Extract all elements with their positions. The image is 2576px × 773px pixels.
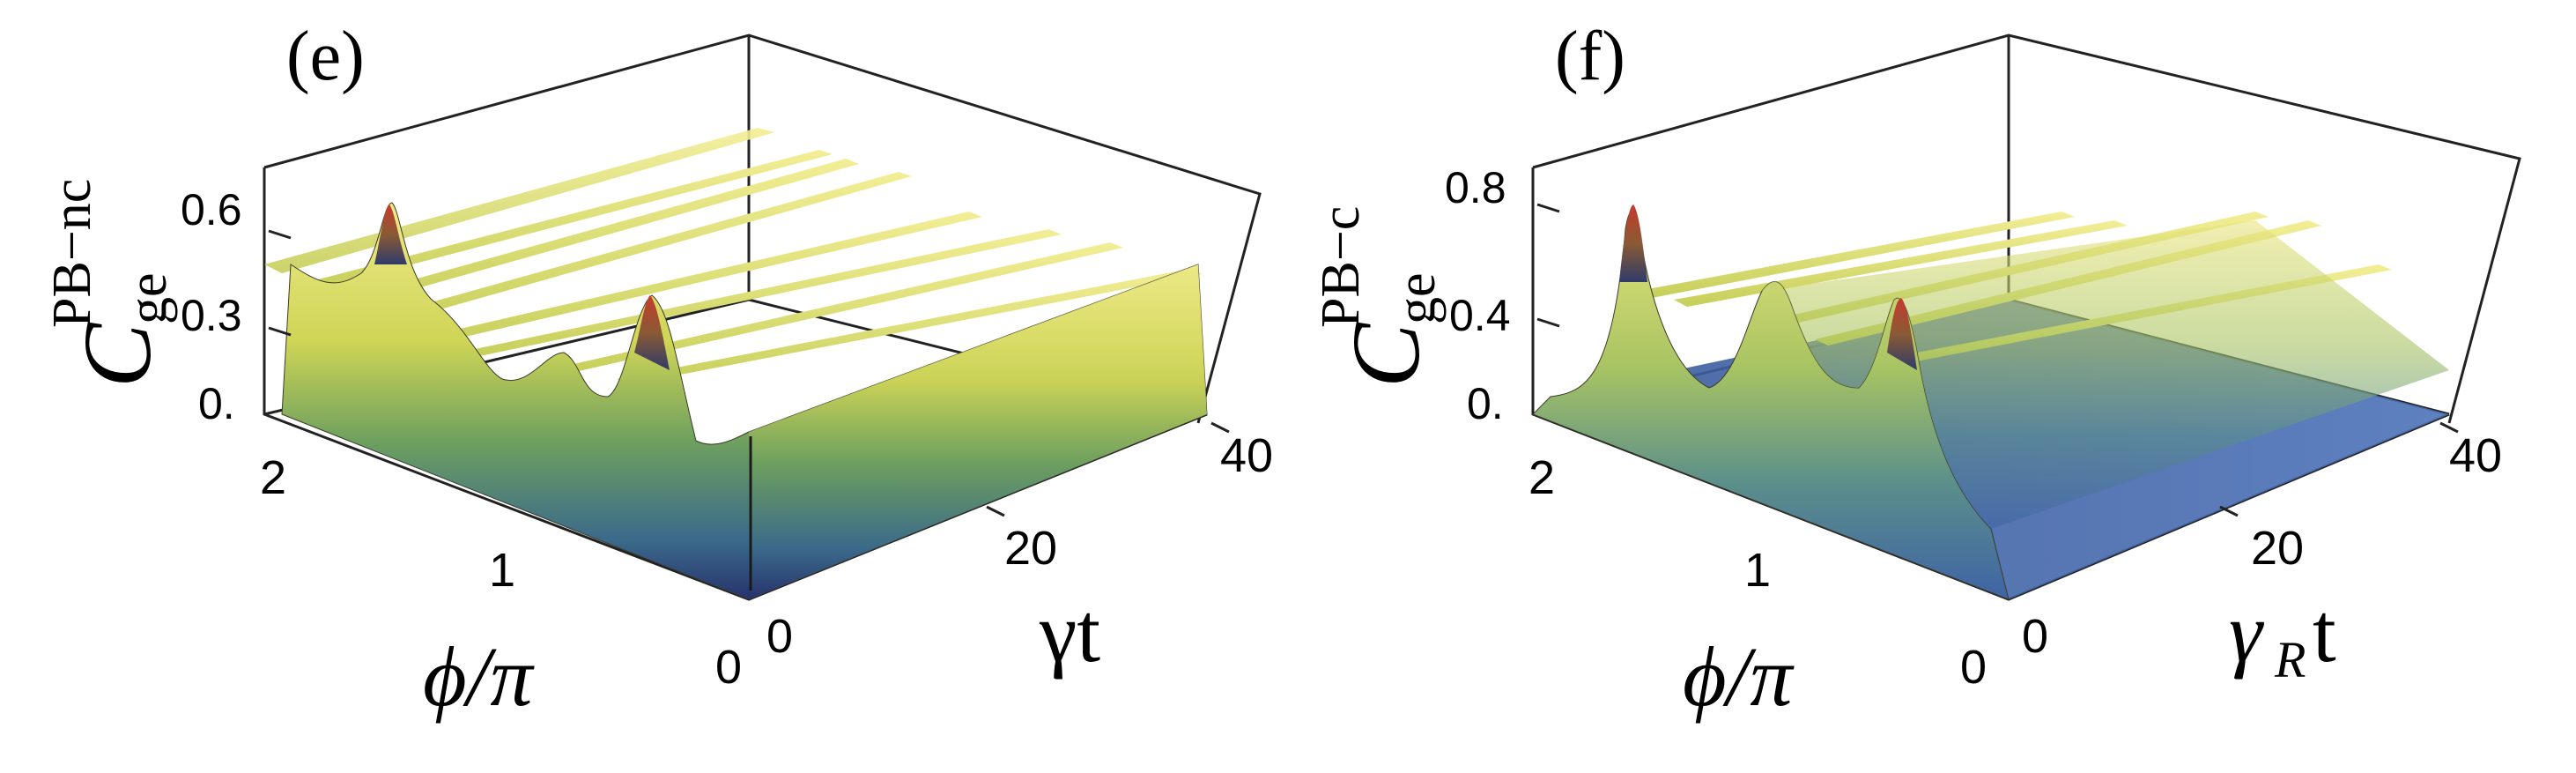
svg-text:ge: ge bbox=[118, 272, 178, 324]
panel-e-x-tick-0: 0 bbox=[715, 641, 742, 694]
svg-text:PB−c: PB−c bbox=[1311, 206, 1371, 328]
panel-f-z-tick-1: 0.4 bbox=[1449, 291, 1511, 340]
svg-text:C: C bbox=[63, 322, 171, 388]
panel-f-x-tick-2: 2 bbox=[1529, 451, 1555, 504]
panel-f-z-axis-label: C PB−c ge bbox=[1311, 206, 1447, 388]
svg-text:ge: ge bbox=[1387, 272, 1447, 324]
panel-e-y-tick-2: 40 bbox=[1220, 429, 1273, 482]
panel-e-x-axis-label: ϕ/π bbox=[423, 629, 535, 724]
panel-f-z-tick-0: 0.8 bbox=[1445, 163, 1506, 212]
svg-text:γ: γ bbox=[2229, 585, 2264, 680]
panel-f-x-axis-label: ϕ/π bbox=[1683, 629, 1795, 724]
panel-e-y-tick-1: 20 bbox=[1004, 522, 1057, 575]
svg-text:C: C bbox=[1332, 322, 1440, 388]
panel-e-label: (e) bbox=[286, 18, 365, 95]
panel-e: 0.6 0.3 0. 2 1 0 0 20 40 (e) C PB−nc ge … bbox=[42, 18, 1273, 724]
panel-e-ridges bbox=[264, 128, 1203, 384]
svg-text:R: R bbox=[2274, 631, 2306, 688]
panel-f-y-axis-label: γ R t bbox=[2229, 585, 2336, 688]
panel-e-y-tick-0: 0 bbox=[766, 610, 793, 663]
svg-text:PB−nc: PB−nc bbox=[42, 179, 102, 328]
panel-e-peak-1 bbox=[374, 204, 407, 264]
panel-e-peak-2 bbox=[634, 295, 670, 370]
panel-f-peak-1 bbox=[1619, 204, 1647, 282]
panel-e-y-axis-label: γt bbox=[1039, 585, 1100, 680]
panel-f-z-tick-2: 0. bbox=[1467, 379, 1504, 428]
panel-f-y-tick-1: 20 bbox=[2251, 522, 2304, 575]
panel-e-x-tick-2: 2 bbox=[260, 451, 286, 504]
panel-e-x-tick-1: 1 bbox=[489, 544, 515, 597]
panel-e-z-tick-2: 0. bbox=[198, 379, 235, 428]
panel-e-z-tick-0: 0.6 bbox=[181, 185, 242, 234]
panel-f-peak-2 bbox=[1887, 298, 1917, 370]
panel-f-y-tick-0: 0 bbox=[2022, 610, 2048, 663]
panel-f-x-tick-1: 1 bbox=[1744, 544, 1771, 597]
svg-text:t: t bbox=[2313, 585, 2336, 680]
panel-f-x-tick-0: 0 bbox=[1960, 641, 1987, 694]
panel-f: 0.8 0.4 0. 2 1 0 0 20 40 (f) C PB−c ge ϕ… bbox=[1311, 18, 2521, 724]
panel-f-label: (f) bbox=[1555, 18, 1625, 95]
panel-e-z-tick-1: 0.3 bbox=[181, 291, 242, 340]
panel-e-z-axis-label: C PB−nc ge bbox=[42, 179, 178, 388]
panel-f-y-tick-2: 40 bbox=[2449, 429, 2502, 482]
